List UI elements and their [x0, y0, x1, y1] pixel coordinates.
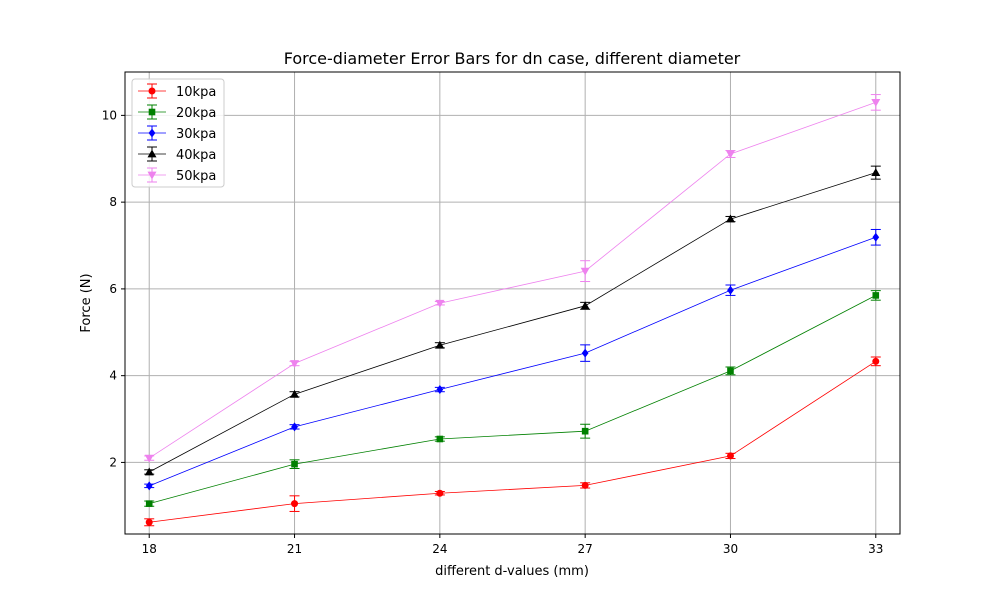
- data-point: [291, 500, 299, 508]
- legend-label: 50kpa: [176, 169, 216, 184]
- series-20kpa: [144, 290, 881, 507]
- series-40kpa: [144, 165, 881, 476]
- data-point: [436, 385, 444, 395]
- legend-marker: [148, 128, 156, 138]
- legend-item: 50kpa: [138, 167, 216, 184]
- data-point: [726, 452, 734, 460]
- data-point: [145, 518, 153, 526]
- data-point: [581, 427, 589, 435]
- legend-label: 20kpa: [176, 106, 216, 121]
- y-tick-label: 2: [109, 455, 117, 469]
- data-point: [435, 340, 445, 349]
- data-point: [580, 301, 590, 310]
- legend-item: 40kpa: [138, 146, 216, 163]
- series-line: [149, 236, 876, 487]
- y-tick-label: 10: [102, 108, 117, 122]
- x-tick-label: 21: [287, 542, 302, 556]
- data-point: [144, 467, 154, 476]
- series-10kpa: [144, 356, 881, 527]
- y-tick-label: 8: [109, 195, 117, 209]
- series-line: [149, 361, 876, 523]
- legend-item: 20kpa: [138, 104, 216, 121]
- series-50kpa: [144, 94, 881, 463]
- data-point: [435, 299, 445, 308]
- data-point: [581, 348, 589, 358]
- data-point: [872, 232, 880, 242]
- y-tick-label: 4: [109, 369, 117, 383]
- data-point: [145, 500, 153, 507]
- data-point: [436, 435, 444, 443]
- data-point: [871, 98, 881, 107]
- data-point: [290, 360, 300, 369]
- data-point: [436, 489, 444, 497]
- series-line: [149, 172, 876, 473]
- legend-box: [131, 78, 225, 188]
- legend-marker: [148, 87, 156, 95]
- x-tick-label: 24: [432, 542, 447, 556]
- data-point: [727, 285, 734, 295]
- data-point: [144, 454, 154, 463]
- series-30kpa: [144, 228, 881, 491]
- series-layer: [144, 94, 881, 527]
- data-point: [871, 168, 881, 177]
- data-point: [580, 267, 590, 276]
- legend: 10kpa 20kpa 30kpa 40kpa 50kpa: [131, 78, 225, 188]
- series-line: [149, 101, 876, 459]
- data-point: [290, 389, 300, 398]
- data-point: [291, 422, 298, 432]
- data-point: [581, 481, 589, 489]
- legend-marker: [147, 149, 157, 158]
- legend-marker: [148, 108, 156, 116]
- data-point: [872, 292, 880, 299]
- legend-item: 10kpa: [138, 83, 216, 100]
- data-point: [872, 357, 880, 365]
- legend-label: 10kpa: [176, 85, 216, 100]
- data-point: [725, 214, 735, 223]
- chart-title: Force-diameter Error Bars for dn case, d…: [284, 49, 741, 68]
- grid-layer: [125, 72, 900, 534]
- data-point: [145, 481, 153, 491]
- x-tick-label: 33: [868, 542, 883, 556]
- data-point: [725, 150, 735, 159]
- data-point: [291, 460, 298, 468]
- legend-marker: [147, 171, 157, 180]
- data-point: [727, 367, 734, 375]
- plot-frame: [124, 71, 901, 535]
- y-tick-label: 6: [109, 282, 117, 296]
- x-axis-label: different d-values (mm): [435, 564, 589, 579]
- legend-label: 40kpa: [176, 148, 216, 163]
- series-line: [149, 295, 876, 505]
- legend-label: 30kpa: [176, 127, 216, 142]
- legend-item: 30kpa: [138, 125, 216, 142]
- y-axis-label: Force (N): [79, 273, 94, 332]
- x-tick-label: 30: [723, 542, 738, 556]
- x-tick-label: 27: [578, 542, 593, 556]
- x-tick-label: 18: [142, 542, 157, 556]
